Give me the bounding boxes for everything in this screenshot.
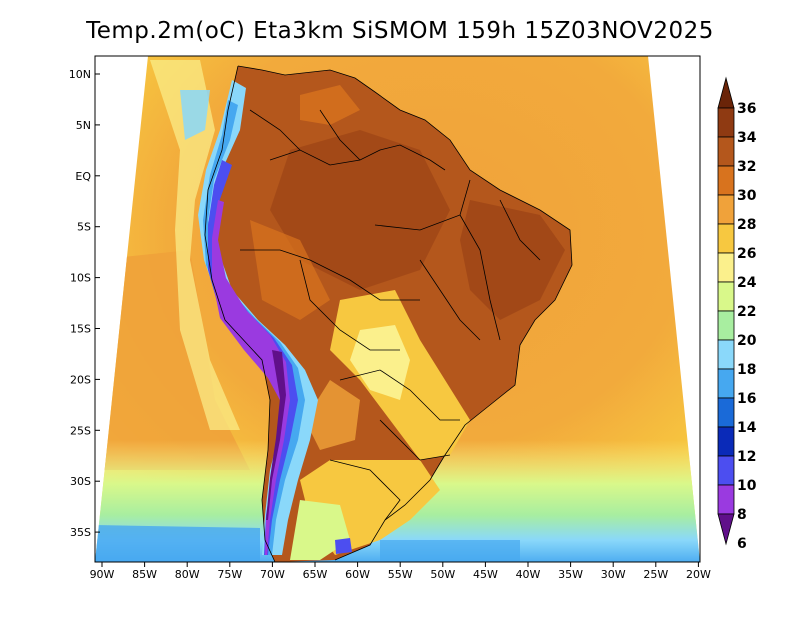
colorbar-label: 22 bbox=[737, 304, 756, 320]
colorbar: 36 34 32 30 28 26 24 22 20 18 16 14 12 10 8 6 bbox=[717, 76, 757, 552]
map-panel bbox=[94, 55, 701, 563]
lat-tick-label: 35S bbox=[70, 526, 91, 539]
colorbar-segment bbox=[717, 455, 735, 486]
colorbar-segment bbox=[717, 339, 735, 370]
lon-tick-label: 45W bbox=[473, 568, 498, 581]
lon-tick-label: 35W bbox=[558, 568, 583, 581]
lon-tick-label: 30W bbox=[601, 568, 626, 581]
colorbar-label: 20 bbox=[737, 333, 757, 349]
lon-tick-label: 80W bbox=[175, 568, 200, 581]
lat-tick-label: 5N bbox=[76, 119, 91, 132]
lat-tick-label: 25S bbox=[70, 424, 91, 437]
lat-tick-label: 30S bbox=[70, 475, 91, 488]
colorbar-segment bbox=[717, 426, 735, 457]
lon-tick-label: 40W bbox=[516, 568, 541, 581]
colorbar-label: 26 bbox=[737, 246, 756, 262]
colorbar-segment bbox=[717, 484, 735, 515]
lon-tick-label: 70W bbox=[260, 568, 285, 581]
lon-tick-label: 85W bbox=[132, 568, 157, 581]
lon-tick-label: 90W bbox=[90, 568, 115, 581]
lat-tick-label: 5S bbox=[77, 221, 91, 234]
colorbar-segment bbox=[717, 194, 735, 225]
colorbar-segment bbox=[717, 368, 735, 399]
colorbar-segment bbox=[717, 223, 735, 254]
latitude-axis: 10N 5N EQ 5S 10S 15S 20S 25S 30S 35S bbox=[69, 68, 100, 539]
lon-tick-label: 75W bbox=[217, 568, 242, 581]
lon-tick-label: 55W bbox=[388, 568, 413, 581]
colorbar-label: 12 bbox=[737, 449, 756, 465]
colorbar-label: 34 bbox=[737, 130, 757, 146]
colorbar-label: 6 bbox=[737, 536, 747, 552]
colorbar-segment bbox=[717, 397, 735, 428]
colorbar-segment bbox=[717, 165, 735, 196]
lat-tick-label: EQ bbox=[75, 170, 91, 183]
colorbar-bottom-arrow bbox=[717, 513, 735, 546]
colorbar-segment bbox=[717, 252, 735, 283]
lat-tick-label: 10N bbox=[69, 68, 91, 81]
colorbar-label: 32 bbox=[737, 159, 756, 175]
lon-tick-label: 25W bbox=[643, 568, 668, 581]
colorbar-segment bbox=[717, 107, 735, 138]
lat-tick-label: 10S bbox=[70, 272, 91, 285]
colorbar-label: 30 bbox=[737, 188, 757, 204]
colorbar-label: 36 bbox=[737, 101, 756, 117]
colorbar-segment bbox=[717, 310, 735, 341]
map-title: Temp.2m(oC) Eta3km SiSMOM 159h 15Z03NOV2… bbox=[86, 18, 714, 44]
lon-tick-label: 60W bbox=[345, 568, 370, 581]
country-borders bbox=[204, 65, 573, 562]
colorbar-segment bbox=[717, 281, 735, 312]
colorbar-label: 10 bbox=[737, 478, 757, 494]
lat-tick-label: 15S bbox=[70, 323, 91, 336]
lon-tick-label: 20W bbox=[686, 568, 711, 581]
colorbar-label: 16 bbox=[737, 391, 756, 407]
colorbar-label: 18 bbox=[737, 362, 756, 378]
lon-tick-label: 65W bbox=[303, 568, 328, 581]
colorbar-segment bbox=[717, 136, 735, 167]
colorbar-label: 14 bbox=[737, 420, 757, 436]
colorbar-label: 8 bbox=[737, 507, 747, 523]
lat-tick-label: 20S bbox=[70, 373, 91, 386]
colorbar-label: 28 bbox=[737, 217, 756, 233]
colorbar-top-arrow bbox=[717, 76, 735, 109]
longitude-axis: 90W 85W 80W 75W 70W 65W 60W 55W 50W 45W 40W 35W 30W 2… bbox=[90, 562, 711, 581]
colorbar-label: 24 bbox=[737, 275, 757, 291]
lon-tick-label: 50W bbox=[430, 568, 455, 581]
